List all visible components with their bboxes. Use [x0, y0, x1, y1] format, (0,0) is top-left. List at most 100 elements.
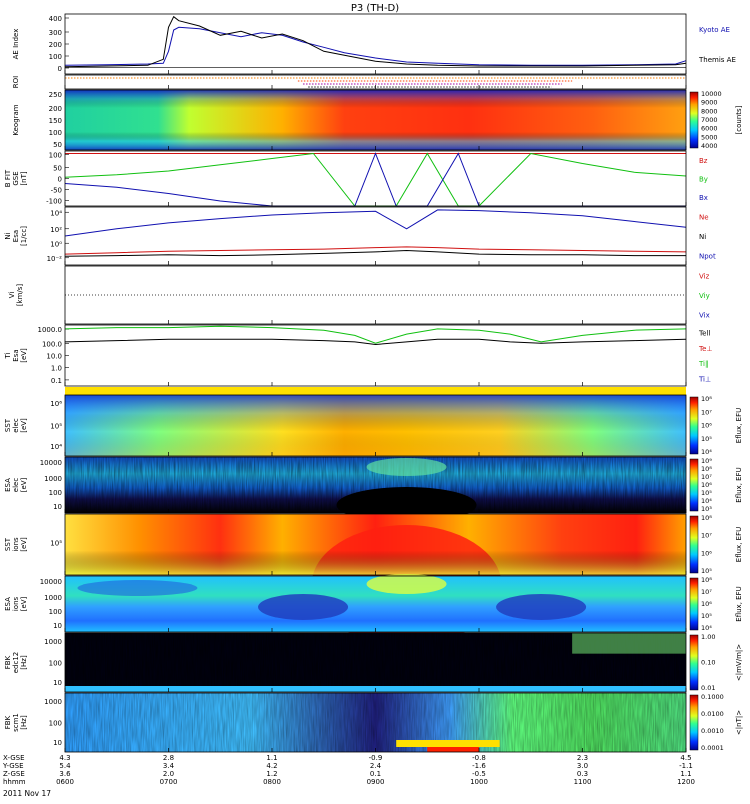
y-axis-label: [eV]: [20, 596, 28, 611]
colorbar-tick-label: 10000: [701, 90, 722, 98]
y-axis-label: [km/s]: [16, 284, 24, 307]
colorbar-label: Eflux, EFU: [735, 408, 743, 443]
colorbar-tick-label: 7000: [701, 116, 718, 124]
x-axis-value: 4.3: [59, 754, 70, 762]
x-axis-value: 2.8: [163, 754, 174, 762]
colorbar-tick-label: 10³: [701, 505, 712, 513]
y-axis-label: SST: [4, 537, 12, 551]
x-axis-row-label: X-GSE: [3, 754, 25, 762]
y-axis-label: Vi: [8, 292, 16, 299]
heatmap-noise: [65, 693, 686, 752]
panel-11: FBK edc12 [Hz] 1000 100 10 1.00 0.10 0.01 <|mV/m|…: [4, 632, 743, 693]
legend-entry: Bx: [699, 194, 708, 202]
heatmap-band: [427, 747, 479, 752]
colorbar-label: Eflux, EFU: [735, 586, 743, 621]
colorbar-tick-label: 10⁴: [701, 497, 712, 505]
colorbar-label: <|nT|>: [735, 710, 743, 735]
y-axis-label: [Hz]: [20, 715, 28, 730]
y-tick-label: 100: [49, 489, 62, 497]
series-line: [64, 209, 687, 237]
x-axis-value: 2.4: [370, 762, 382, 770]
y-tick-label: 100: [49, 720, 62, 728]
panel-8: ESA elec [eV]1000010001001010⁹10⁸10⁷10⁶10⁵…: [4, 456, 743, 523]
legend-entry: By: [699, 176, 708, 184]
legend-entry: Viy: [699, 292, 710, 300]
colorbar-tick-label: 10⁶: [701, 600, 712, 608]
colorbar-tick-label: 10⁵: [701, 435, 712, 443]
y-axis-label: ESA: [4, 478, 12, 492]
y-axis-label: [Hz]: [20, 655, 28, 670]
series-line: [64, 249, 686, 257]
y-axis-label: [1/cc]: [20, 226, 28, 246]
y-tick-label: 100.0: [42, 340, 62, 348]
x-axis-value: 0.1: [370, 770, 381, 778]
heatmap-blob: [258, 594, 349, 620]
y-axis-label: Keogram: [12, 104, 20, 135]
y-tick-label: 50: [53, 165, 62, 173]
x-axis-value: 1.1: [266, 754, 277, 762]
colorbar: [689, 91, 699, 149]
plot-title: P3 (TH-D): [351, 3, 399, 14]
colorbar-tick-label: 10⁶: [701, 481, 712, 489]
series-line: [64, 152, 686, 207]
y-axis-label: elec: [12, 478, 20, 493]
heatmap-shade: [65, 90, 686, 150]
panel-1: ROI: [12, 74, 687, 90]
x-axis-value: 1.1: [680, 770, 691, 778]
y-tick-label: 0: [58, 176, 62, 184]
x-axis-value: 2.3: [577, 754, 588, 762]
colorbar-tick-label: 10⁸: [701, 514, 712, 522]
y-axis-label: ROI: [12, 76, 20, 88]
colorbar-tick-label: 10⁸: [701, 465, 712, 473]
y-tick-label: 200: [49, 41, 62, 49]
x-axis-value: 0900: [367, 778, 385, 786]
x-axis-value: 1000: [470, 778, 488, 786]
x-axis-value: -0.5: [472, 770, 486, 778]
panel-10: ESA ions [eV] 10000 1000 100 10 10⁸ 10⁷ 10⁶ 10⁵ 10⁴…: [4, 574, 743, 633]
series-line: [64, 338, 687, 346]
y-tick-label: 400: [49, 15, 62, 23]
heatmap-shade: [65, 514, 686, 575]
colorbar-tick-label: 0.10: [701, 659, 715, 667]
y-tick-label: 100: [49, 152, 62, 160]
panel-frame: [64, 206, 687, 266]
y-axis-label: ESA: [4, 597, 12, 611]
y-tick-label: 200: [49, 105, 62, 113]
x-axis-row-label: hhmm: [3, 778, 26, 786]
y-tick-label: 10: [53, 622, 62, 630]
legend-entry: Ne: [699, 214, 709, 222]
y-axis-label: [nT]: [20, 171, 28, 185]
y-tick-label: 100: [49, 53, 62, 61]
colorbar-tick-label: 8000: [701, 107, 718, 115]
x-axis-value: 3.0: [577, 762, 588, 770]
colorbar: [689, 694, 699, 751]
colorbar-tick-label: 9000: [701, 99, 718, 107]
series-line: [64, 26, 687, 66]
x-axis-value: 0600: [56, 778, 74, 786]
colorbar-tick-label: 10⁸: [701, 576, 712, 584]
y-axis-label: edc12: [12, 652, 20, 674]
colorbar-tick-label: 1.00: [701, 633, 715, 641]
colorbar-tick-label: 10⁴: [701, 624, 712, 632]
series-line: [64, 15, 687, 68]
x-axis-value: 1100: [574, 778, 592, 786]
heatmap-blob: [496, 594, 587, 620]
colorbar-label: [counts]: [735, 105, 743, 134]
y-tick-label: 10000: [40, 459, 62, 467]
x-axis-value: -1.6: [472, 762, 486, 770]
panel-5: Vi [km/s] Viz Viy Vix: [8, 265, 710, 325]
colorbar-tick-label: 10⁵: [701, 489, 712, 497]
y-axis-label: GSE: [12, 171, 20, 185]
x-axis-value: 3.4: [163, 762, 175, 770]
y-tick-label: -100: [46, 198, 62, 206]
series-line: [64, 246, 687, 255]
colorbar-tick-label: 10⁷: [701, 532, 712, 540]
y-axis-label: ions: [12, 537, 20, 552]
colorbar-tick-label: 10⁶: [701, 422, 712, 430]
heatmap-blob: [77, 580, 198, 596]
panel-6: Ti Esa [eV] 1000.0 100.0 10.0 1.0 0.1 Tell Te⊥ Ti‖…: [4, 324, 713, 387]
y-tick-label: 10⁴: [50, 209, 62, 217]
panel-2: Keogram 250 200 150 100 50 1000090008000700060…: [12, 89, 743, 151]
y-tick-label: 1000: [44, 475, 62, 483]
